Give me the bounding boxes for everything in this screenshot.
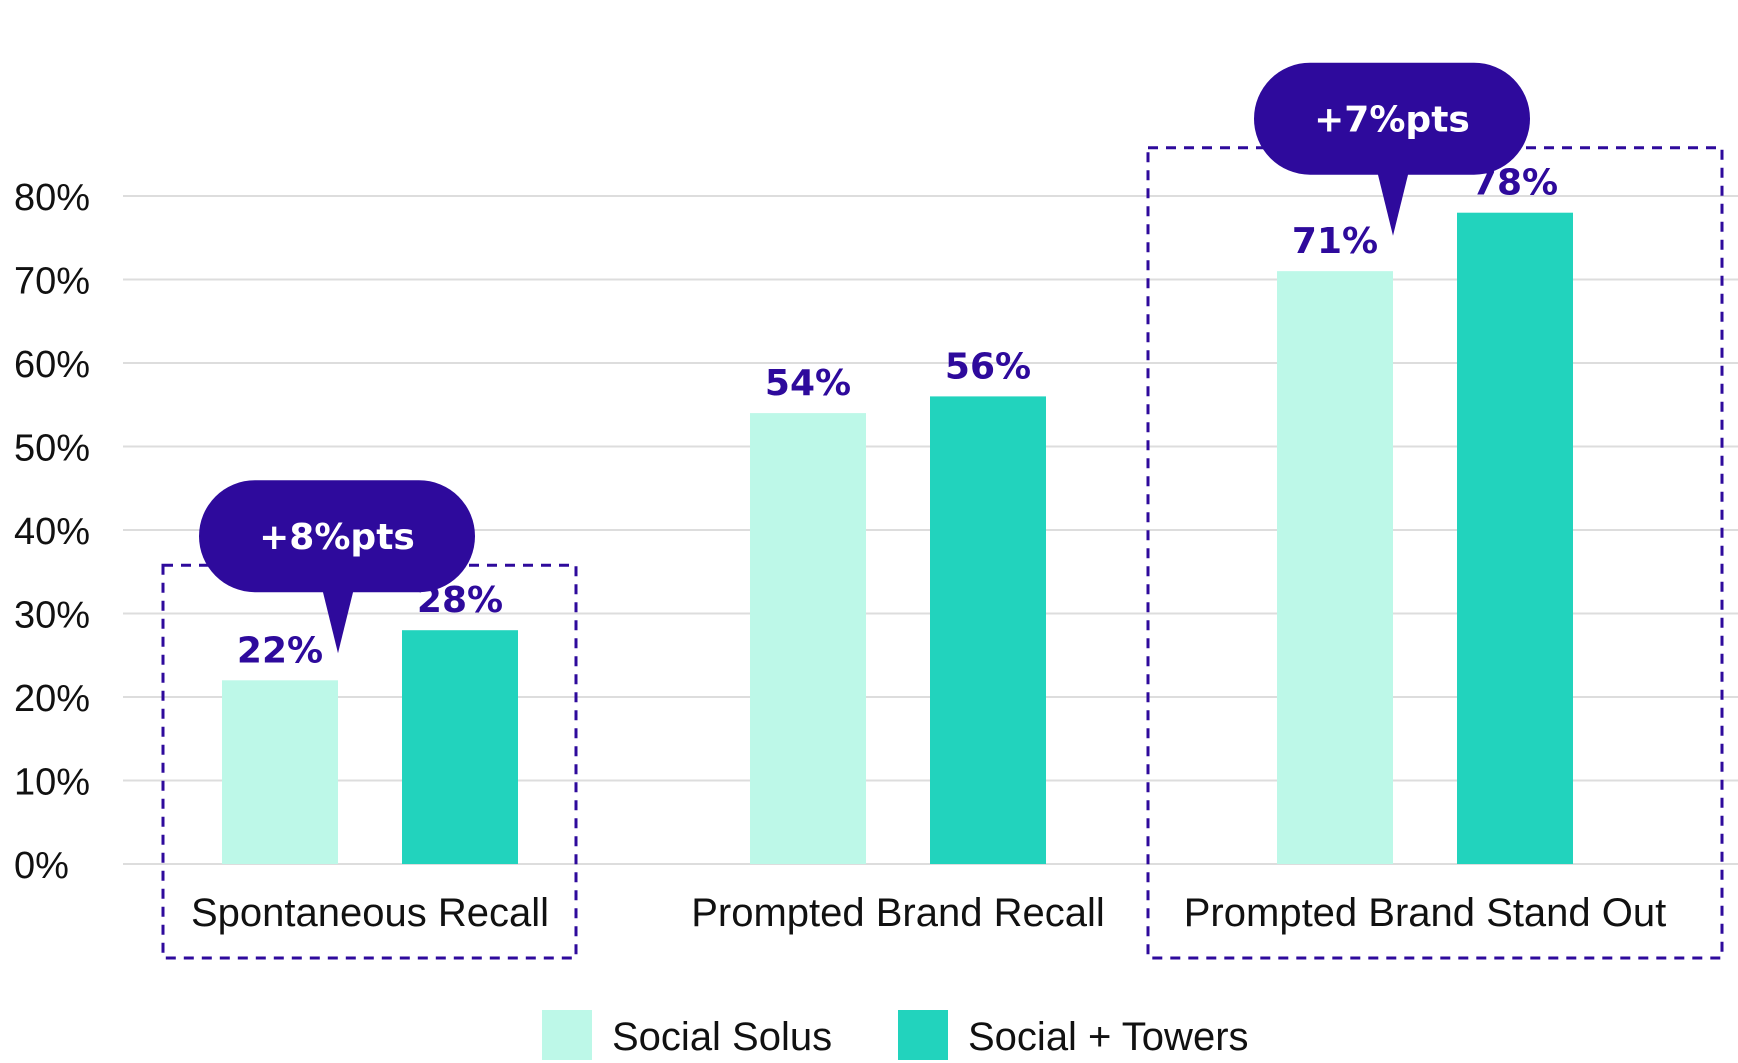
data-label: 56% <box>945 346 1031 387</box>
legend-swatch <box>898 1010 948 1060</box>
bar <box>1457 212 1573 864</box>
y-tick-label: 20% <box>14 678 90 720</box>
callout-pointer <box>1377 170 1409 236</box>
callout-label: +8%pts <box>259 517 415 558</box>
x-axis: Spontaneous Recall Prompted Brand Recall P… <box>191 891 1666 935</box>
y-tick-label: 10% <box>14 762 90 804</box>
y-tick-label: 30% <box>14 595 90 637</box>
x-tick-label: Prompted Brand Stand Out <box>1184 891 1667 935</box>
data-label: 22% <box>237 630 323 671</box>
y-tick-label: 50% <box>14 428 90 470</box>
data-labels: 22%54%71%28%56%78% <box>237 163 1558 672</box>
y-tick-label: 80% <box>14 177 90 219</box>
bar <box>222 680 338 864</box>
legend-label: Social + Towers <box>968 1015 1249 1059</box>
legend-label: Social Solus <box>612 1015 832 1059</box>
legend-swatch <box>542 1010 592 1060</box>
bar <box>402 630 518 864</box>
y-tick-label: 40% <box>14 511 90 553</box>
y-tick-label: 0% <box>14 845 69 887</box>
callout-bubble <box>1254 62 1530 175</box>
data-label: 71% <box>1292 221 1378 262</box>
callout-label: +7%pts <box>1314 100 1470 141</box>
y-axis: 0% 10% 20% 30% 40% 50% 60% 70% 80% <box>14 177 90 887</box>
x-tick-label: Prompted Brand Recall <box>691 891 1105 935</box>
y-tick-label: 60% <box>14 344 90 386</box>
callout-pointer <box>322 588 354 654</box>
bar <box>930 396 1046 864</box>
data-label: 54% <box>765 363 851 404</box>
y-tick-label: 70% <box>14 261 90 303</box>
bar <box>1277 271 1393 864</box>
legend: Social Solus Social + Towers <box>542 1010 1249 1060</box>
highlight-boxes: +8%pts +7%pts <box>161 62 1724 960</box>
highlight-box <box>1146 146 1724 960</box>
callout-bubble <box>199 480 475 593</box>
bar <box>750 413 866 864</box>
bars <box>222 212 1573 864</box>
x-tick-label: Spontaneous Recall <box>191 891 549 935</box>
